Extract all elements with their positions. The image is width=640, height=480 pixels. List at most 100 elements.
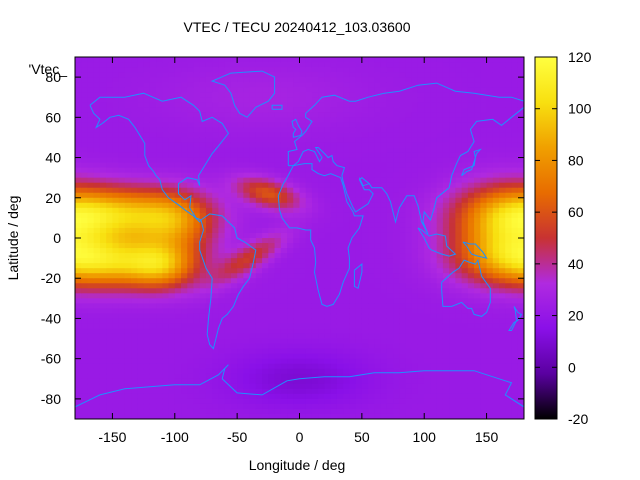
heatmap-cell: [311, 137, 319, 144]
heatmap-cell: [156, 408, 163, 415]
heatmap-cell: [380, 212, 388, 219]
heatmap-cell: [162, 353, 170, 360]
heatmap-cell: [455, 182, 463, 189]
heatmap-cell: [174, 273, 182, 279]
heatmap-cell: [380, 202, 388, 209]
heatmap-cell: [492, 162, 500, 169]
heatmap-cell: [199, 112, 207, 118]
heatmap-cell: [112, 373, 120, 380]
heatmap-cell: [262, 192, 269, 199]
heatmap-cell: [480, 227, 488, 234]
heatmap-cell: [99, 207, 107, 214]
heatmap-cell: [187, 77, 195, 83]
heatmap-cell: [106, 353, 114, 360]
heatmap-cell: [324, 82, 332, 88]
heatmap-cell: [187, 343, 195, 350]
heatmap-cell: [218, 87, 226, 93]
heatmap-cell: [492, 288, 500, 294]
heatmap-cell: [480, 298, 488, 304]
heatmap-cell: [499, 67, 506, 73]
heatmap-cell: [411, 227, 419, 234]
heatmap-cell: [149, 278, 157, 284]
heatmap-cell: [93, 147, 101, 154]
heatmap-cell: [368, 77, 375, 83]
heatmap-cell: [205, 393, 213, 400]
heatmap-cell: [99, 72, 107, 78]
heatmap-cell: [205, 212, 213, 219]
heatmap-cell: [405, 238, 413, 244]
heatmap-cell: [405, 353, 413, 360]
heatmap-cell: [386, 117, 394, 123]
heatmap-cell: [112, 127, 120, 134]
heatmap-cell: [81, 232, 89, 239]
heatmap-cell: [299, 308, 307, 315]
heatmap-cell: [112, 378, 120, 385]
heatmap-cell: [411, 393, 419, 400]
heatmap-cell: [386, 207, 394, 214]
heatmap-cell: [311, 152, 319, 159]
heatmap-cell: [274, 107, 282, 113]
heatmap-cell: [305, 373, 313, 380]
heatmap-cell: [106, 238, 114, 244]
heatmap-cell: [174, 162, 182, 169]
heatmap-cell: [417, 308, 425, 315]
heatmap-cell: [405, 363, 413, 370]
heatmap-cell: [305, 273, 313, 279]
heatmap-cell: [324, 87, 332, 93]
heatmap-cell: [305, 82, 313, 88]
heatmap-cell: [343, 383, 350, 390]
heatmap-cell: [336, 333, 344, 340]
heatmap-cell: [336, 263, 344, 269]
heatmap-cell: [311, 197, 319, 204]
heatmap-cell: [87, 212, 95, 219]
heatmap-cell: [205, 353, 213, 360]
heatmap-cell: [455, 162, 463, 169]
heatmap-cell: [424, 77, 432, 83]
heatmap-cell: [149, 408, 157, 415]
heatmap-cell: [75, 227, 82, 234]
heatmap-cell: [212, 343, 220, 350]
heatmap-cell: [124, 408, 132, 415]
heatmap-cell: [368, 117, 375, 123]
heatmap-cell: [75, 313, 82, 320]
heatmap-cell: [405, 288, 413, 294]
heatmap-cell: [492, 97, 500, 103]
heatmap-cell: [149, 348, 157, 355]
heatmap-cell: [399, 393, 407, 400]
heatmap-cell: [467, 353, 475, 360]
heatmap-cell: [411, 353, 419, 360]
heatmap-cell: [430, 57, 438, 63]
heatmap-cell: [187, 288, 195, 294]
heatmap-cell: [287, 67, 294, 73]
heatmap-cell: [249, 92, 257, 98]
heatmap-cell: [224, 142, 232, 149]
heatmap-cell: [374, 132, 382, 139]
heatmap-cell: [499, 177, 506, 184]
heatmap-cell: [455, 222, 463, 229]
heatmap-cell: [143, 363, 151, 370]
heatmap-cell: [75, 67, 82, 73]
heatmap-cell: [393, 72, 400, 78]
heatmap-cell: [399, 368, 407, 375]
heatmap-cell: [455, 268, 463, 274]
heatmap-cell: [293, 177, 301, 184]
heatmap-cell: [124, 348, 132, 355]
heatmap-cell: [81, 308, 89, 315]
heatmap-cell: [324, 378, 332, 385]
heatmap-cell: [368, 398, 375, 405]
heatmap-cell: [430, 398, 438, 405]
heatmap-cell: [137, 288, 145, 294]
heatmap-cell: [424, 127, 432, 134]
heatmap-cell: [355, 393, 363, 400]
heatmap-cell: [299, 303, 307, 309]
heatmap-cell: [168, 107, 176, 113]
heatmap-cell: [299, 62, 307, 68]
heatmap-cell: [162, 192, 170, 199]
heatmap-cell: [505, 112, 513, 118]
heatmap-cell: [99, 238, 107, 244]
heatmap-cell: [212, 197, 220, 204]
heatmap-cell: [336, 57, 344, 63]
heatmap-cell: [287, 122, 294, 128]
heatmap-cell: [237, 82, 244, 88]
heatmap-cell: [499, 182, 506, 189]
